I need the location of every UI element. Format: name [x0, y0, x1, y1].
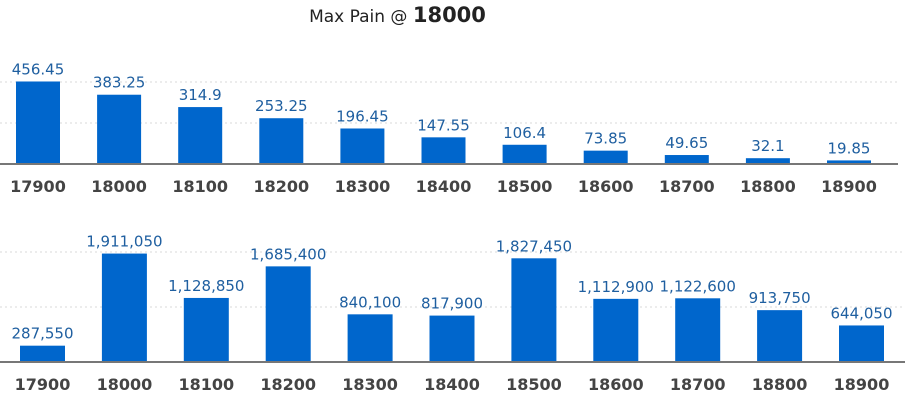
x-tick-label: 18200 — [253, 177, 309, 196]
x-tick-label: 18700 — [670, 375, 726, 394]
bar-18900[interactable] — [839, 325, 884, 362]
bar-18500[interactable] — [502, 144, 547, 164]
data-label: 1,122,600 — [660, 277, 736, 295]
x-tick-label: 18500 — [497, 177, 553, 196]
x-tick-label: 18200 — [260, 375, 316, 394]
bar-18700[interactable] — [675, 298, 721, 362]
bar-18800[interactable] — [745, 158, 790, 164]
x-tick-label: 18400 — [424, 375, 480, 394]
open-interest-bar-chart: 287,550 17900 1,911,050 18000 1,128,850 18100… — [0, 233, 905, 394]
bar-18900[interactable] — [827, 160, 871, 164]
x-tick-label: 18700 — [659, 177, 715, 196]
x-tick-label: 18000 — [91, 177, 147, 196]
data-label: 287,550 — [11, 325, 73, 343]
data-label: 314.9 — [179, 86, 222, 104]
data-label: 383.25 — [93, 74, 146, 92]
x-tick-label: 18900 — [834, 375, 890, 394]
chart-title-prefix: Max Pain @ — [309, 7, 408, 27]
data-label: 1,827,450 — [496, 237, 572, 255]
data-label: 73.85 — [584, 130, 627, 148]
bar-18800[interactable] — [757, 310, 803, 362]
x-tick-label: 18600 — [588, 375, 644, 394]
data-label: 840,100 — [339, 293, 401, 311]
x-tick-label: 18800 — [740, 177, 796, 196]
bar-18200[interactable] — [259, 118, 304, 164]
x-tick-label: 18400 — [416, 177, 472, 196]
data-label: 19.85 — [828, 139, 871, 157]
data-label: 196.45 — [336, 107, 389, 125]
data-label: 32.1 — [751, 137, 784, 155]
data-label: 106.4 — [503, 124, 546, 142]
premium-bar-chart: 456.45 17900 383.25 18000 314.9 18100 253.25 18… — [0, 60, 898, 196]
x-tick-label: 17900 — [15, 375, 71, 394]
x-tick-label: 18100 — [178, 375, 234, 394]
bar-18700[interactable] — [664, 155, 709, 164]
data-label: 456.45 — [12, 60, 65, 78]
data-label: 1,685,400 — [250, 245, 326, 263]
x-tick-label: 18100 — [172, 177, 228, 196]
bar-18600[interactable] — [593, 298, 639, 362]
bar-18300[interactable] — [340, 128, 385, 164]
data-label: 644,050 — [830, 304, 892, 322]
bar-18400[interactable] — [421, 137, 466, 164]
bar-18100[interactable] — [183, 297, 229, 362]
x-tick-label: 18300 — [335, 177, 391, 196]
data-label: 817,900 — [421, 295, 483, 313]
chart-title: Max Pain @ 18000 — [0, 0, 795, 32]
x-tick-label: 18900 — [821, 177, 877, 196]
x-tick-label: 18800 — [752, 375, 808, 394]
bar-18100[interactable] — [178, 107, 223, 164]
data-label: 1,128,850 — [168, 277, 244, 295]
data-label: 49.65 — [665, 134, 708, 152]
bar-17900[interactable] — [16, 81, 60, 164]
bar-18400[interactable] — [429, 315, 475, 362]
chart-title-value: 18000 — [412, 3, 486, 27]
x-tick-label: 18500 — [506, 375, 562, 394]
bar-18000[interactable] — [97, 94, 142, 164]
data-label: 913,750 — [749, 289, 811, 307]
bar-18600[interactable] — [583, 150, 628, 164]
x-tick-label: 18600 — [578, 177, 634, 196]
data-label: 253.25 — [255, 97, 308, 115]
bar-18500[interactable] — [511, 258, 557, 362]
data-label: 1,112,900 — [578, 278, 654, 296]
bar-18300[interactable] — [347, 314, 393, 362]
data-label: 1,911,050 — [86, 233, 162, 251]
bar-17900[interactable] — [20, 345, 65, 362]
data-label: 147.55 — [417, 116, 470, 134]
bar-18200[interactable] — [265, 266, 311, 362]
x-tick-label: 18000 — [97, 375, 153, 394]
bar-18000[interactable] — [101, 253, 147, 362]
x-tick-label: 18300 — [342, 375, 398, 394]
x-tick-label: 17900 — [10, 177, 66, 196]
